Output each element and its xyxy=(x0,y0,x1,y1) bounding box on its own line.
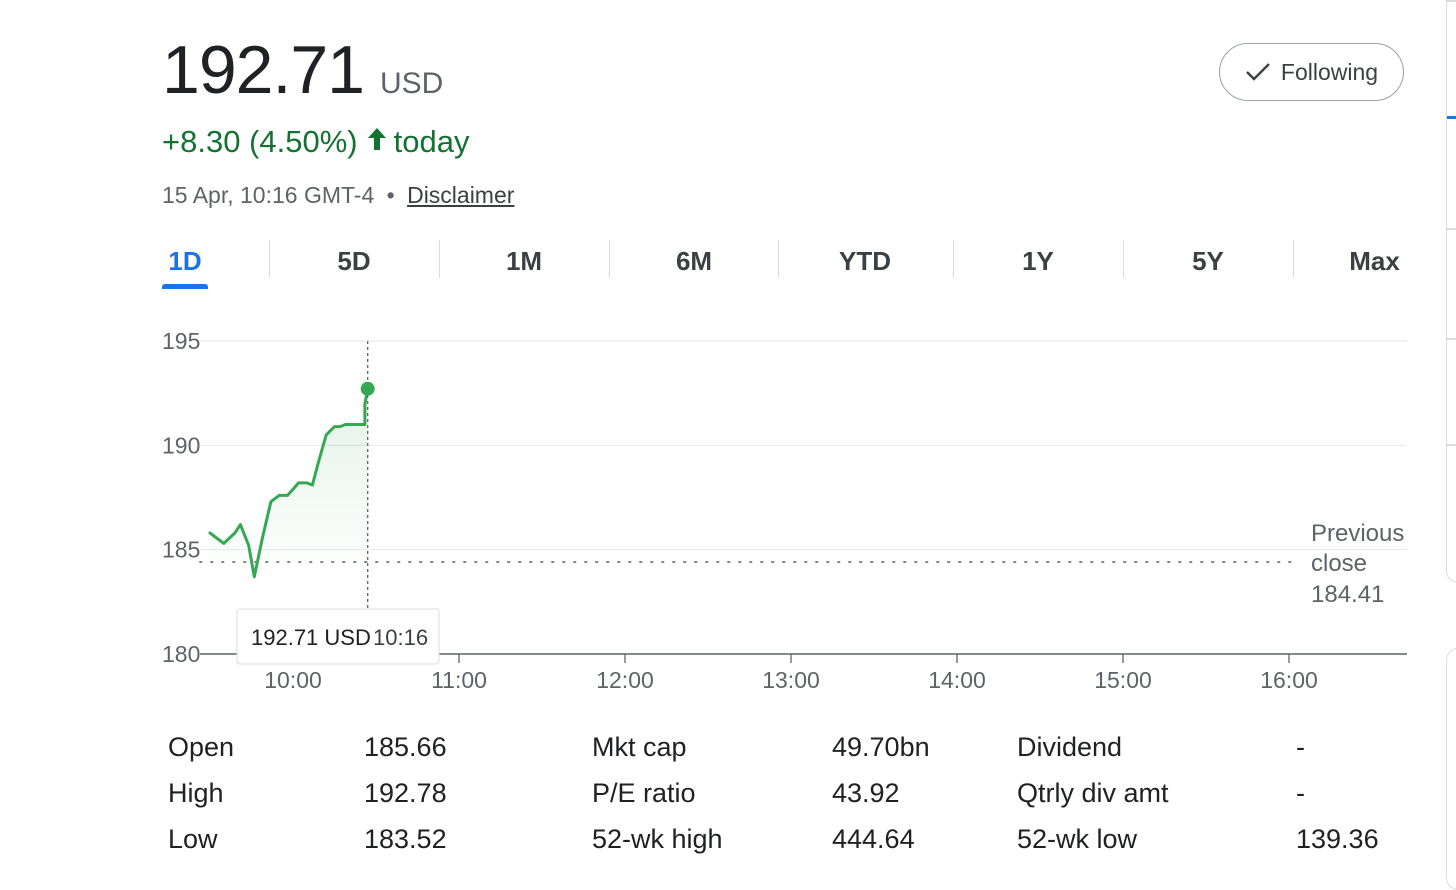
stat-value-qtrly-div: - xyxy=(1296,778,1305,808)
range-tabs: 1D 5D 1M 6M YTD 1Y 5Y Max xyxy=(162,238,1407,292)
previous-close-value: 184.41 xyxy=(1311,581,1384,608)
tab-divider xyxy=(1293,240,1294,278)
x-tick-label: 14:00 xyxy=(928,667,986,693)
stat-value-pe-ratio: 43.92 xyxy=(832,778,900,808)
key-stats: Open 185.66 Mkt cap 49.70bn Dividend - H… xyxy=(168,732,1408,870)
side-panel-divider xyxy=(1446,444,1456,446)
following-button[interactable]: Following xyxy=(1219,43,1404,101)
change-value: +8.30 (4.50%) xyxy=(162,124,358,159)
side-panel-card xyxy=(1446,0,1456,583)
separator-dot: • xyxy=(386,182,395,208)
tab-1d[interactable]: 1D xyxy=(168,245,202,276)
tab-divider xyxy=(1123,240,1124,278)
price-tooltip: 192.71 USD 10:16 xyxy=(236,608,440,665)
stat-label-dividend: Dividend xyxy=(1017,732,1123,762)
hover-point xyxy=(360,381,375,396)
tab-max[interactable]: Max xyxy=(1349,245,1400,276)
tab-5d[interactable]: 5D xyxy=(337,245,371,276)
tab-divider xyxy=(778,240,779,278)
stat-label-mkt-cap: Mkt cap xyxy=(592,732,687,762)
previous-close-label-line1: Previous xyxy=(1311,520,1404,547)
x-tick-label: 11:00 xyxy=(431,667,487,693)
stats-row: Open 185.66 Mkt cap 49.70bn Dividend - xyxy=(168,732,1408,778)
quote-timestamp: 15 Apr, 10:16 GMT-4 xyxy=(162,182,375,208)
y-tick-label: 195 xyxy=(162,328,200,354)
side-panel-card xyxy=(1446,648,1456,890)
stat-label-high: High xyxy=(168,778,224,808)
side-panel-divider xyxy=(1446,338,1456,340)
stat-label-52wk-low: 52-wk low xyxy=(1017,824,1138,854)
tooltip-price: 192.71 USD xyxy=(251,625,371,650)
quote-meta: 15 Apr, 10:16 GMT-4 • Disclaimer xyxy=(162,182,514,209)
stat-value-52wk-low: 139.36 xyxy=(1296,824,1379,854)
current-price: 192.71 xyxy=(162,32,365,108)
price-line xyxy=(208,387,370,579)
stat-label-open: Open xyxy=(168,732,235,762)
tooltip-time: 10:16 xyxy=(373,625,428,650)
tab-divider xyxy=(609,240,610,278)
following-label: Following xyxy=(1280,58,1379,85)
previous-close-label-line2: close xyxy=(1311,550,1367,577)
stat-label-52wk-high: 52-wk high xyxy=(592,824,723,854)
stat-label-low: Low xyxy=(168,824,218,854)
side-panel-accent xyxy=(1446,116,1456,119)
check-icon xyxy=(1246,63,1270,81)
price-header: 192.71 USD xyxy=(162,36,443,104)
price-area-fill xyxy=(210,388,368,577)
tab-5y[interactable]: 5Y xyxy=(1192,245,1224,276)
disclaimer-link[interactable]: Disclaimer xyxy=(407,182,515,208)
currency-label: USD xyxy=(379,67,444,100)
stat-label-pe-ratio: P/E ratio xyxy=(592,778,696,808)
y-tick-label: 180 xyxy=(162,641,200,667)
change-period: today xyxy=(393,124,470,159)
stat-value-52wk-high: 444.64 xyxy=(832,824,915,854)
x-tick-label: 15:00 xyxy=(1094,667,1152,693)
side-panel-divider xyxy=(1446,228,1456,230)
y-tick-label: 185 xyxy=(162,537,200,563)
stat-value-low: 183.52 xyxy=(364,824,447,854)
active-tab-indicator xyxy=(162,284,208,289)
tab-6m[interactable]: 6M xyxy=(675,245,713,276)
stat-value-high: 192.78 xyxy=(364,778,447,808)
previous-close-label: Previous close 184.41 xyxy=(1311,520,1404,608)
x-tick-label: 13:00 xyxy=(762,667,820,693)
x-tick-label: 10:00 xyxy=(264,667,322,693)
tab-divider xyxy=(439,240,440,278)
x-tick-label: 16:00 xyxy=(1260,667,1318,693)
tab-1y[interactable]: 1Y xyxy=(1022,245,1054,276)
stat-value-dividend: - xyxy=(1296,732,1305,762)
stats-row: High 192.78 P/E ratio 43.92 Qtrly div am… xyxy=(168,778,1408,824)
price-change: +8.30 (4.50%) today xyxy=(162,124,469,160)
tab-divider xyxy=(953,240,954,278)
x-tick-label: 12:00 xyxy=(596,667,654,693)
tab-1m[interactable]: 1M xyxy=(505,245,543,276)
price-chart[interactable]: 180 185 190 195 10:00 11:00 12:00 13:00 14:00 15… xyxy=(0,0,1456,710)
tab-ytd[interactable]: YTD xyxy=(839,245,891,276)
chart-grid xyxy=(200,340,1407,655)
stat-label-qtrly-div: Qtrly div amt xyxy=(1017,778,1169,808)
arrow-up-icon xyxy=(366,124,388,160)
stats-row: Low 183.52 52-wk high 444.64 52-wk low 1… xyxy=(168,824,1408,870)
y-axis: 180 185 190 195 xyxy=(162,328,200,667)
tooltip-box xyxy=(236,608,440,665)
y-tick-label: 190 xyxy=(162,432,200,458)
stat-value-open: 185.66 xyxy=(364,732,447,762)
tab-divider xyxy=(269,240,270,278)
x-axis: 10:00 11:00 12:00 13:00 14:00 15:00 16:00 xyxy=(264,654,1318,693)
stat-value-mkt-cap: 49.70bn xyxy=(832,732,930,762)
